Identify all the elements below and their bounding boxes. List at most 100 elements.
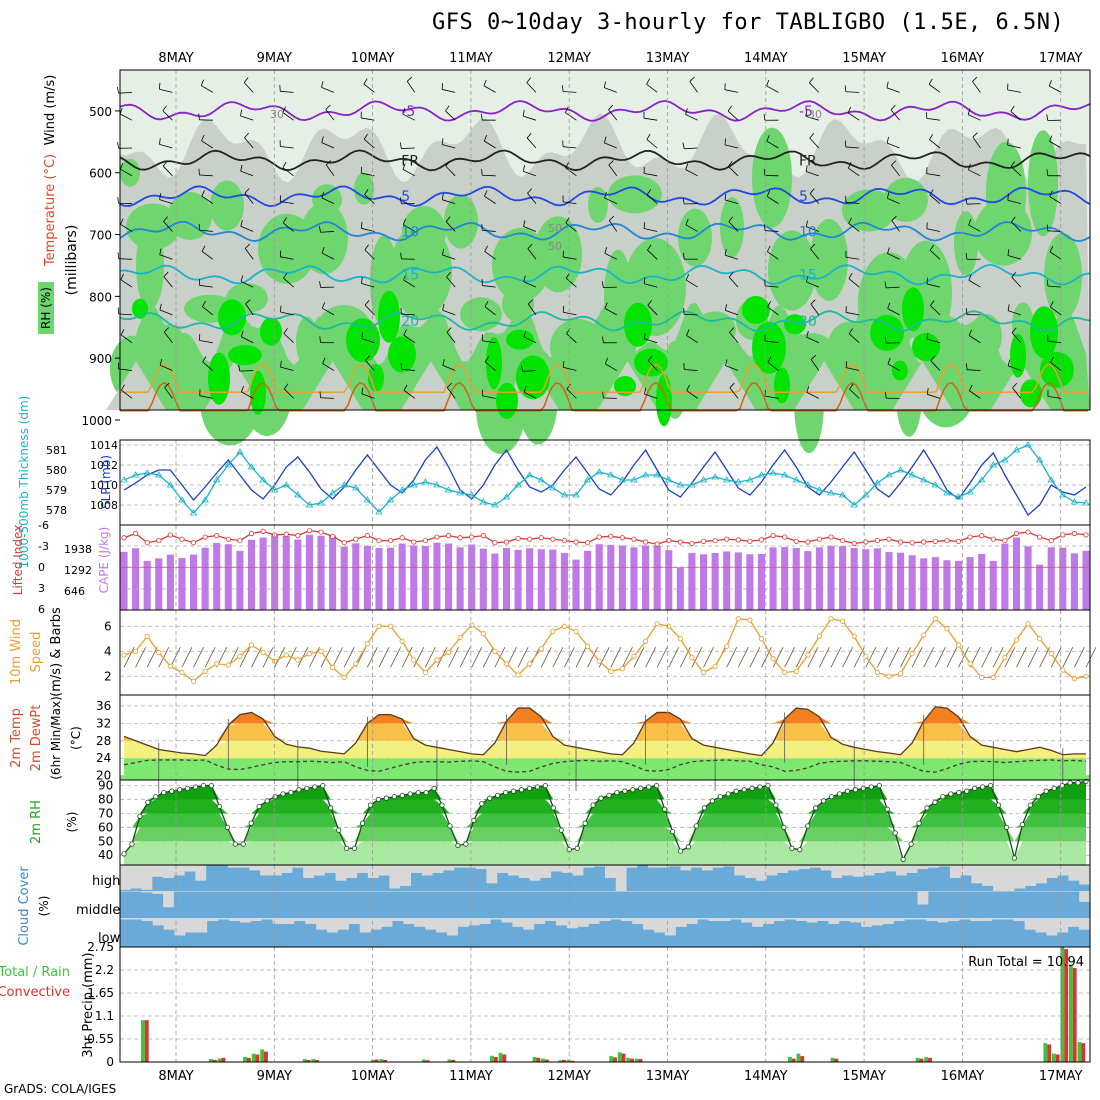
- wind-barb: [360, 221, 375, 232]
- cloud-clear-middle: [421, 891, 434, 892]
- wind-barb-flag: [766, 79, 770, 87]
- wind-barb: [884, 281, 900, 289]
- rh-bright-blob: [250, 370, 266, 415]
- wind-barb-staff: [280, 90, 294, 93]
- cloud-clear-low: [370, 918, 383, 930]
- wind-barb: [646, 133, 658, 149]
- cloud-clear-low: [436, 918, 448, 933]
- cloud-bar-middle: [389, 891, 401, 918]
- thickness-point: [166, 481, 175, 488]
- wind-speed-point: [979, 674, 985, 681]
- cloud-clear-middle: [863, 891, 875, 892]
- cloud-clear-low: [294, 918, 306, 921]
- wind-barb-flag: [887, 302, 891, 309]
- thickness-point: [699, 476, 708, 483]
- cloud-bar-middle: [583, 891, 595, 918]
- thickness-point: [989, 461, 997, 468]
- wind-barb-staff: [485, 361, 496, 371]
- thickness-point: [618, 476, 627, 483]
- wind-barb: [601, 281, 617, 289]
- cloud-clear-middle: [518, 891, 531, 892]
- wind-barb-flag: [562, 85, 564, 92]
- rh-gray-hump: [794, 361, 855, 410]
- surface-wind-barb: [135, 647, 146, 668]
- cloud-clear-low: [1068, 918, 1080, 927]
- wind-speed-point: [585, 643, 591, 649]
- cloud-bar-high: [346, 878, 358, 891]
- cloud-bar-middle: [626, 891, 638, 918]
- wind-barb-staff: [442, 254, 456, 260]
- surface-isotherm: [120, 363, 1088, 393]
- wind-barb-flag: [159, 358, 163, 366]
- ytick-right-label: 1014: [90, 439, 118, 452]
- cloud-bar-high: [217, 865, 229, 891]
- wind-barb: [117, 197, 133, 205]
- ytick-label: 70: [98, 806, 113, 820]
- wind-barb: [891, 160, 900, 177]
- wind-barb: [1050, 356, 1062, 371]
- wind-barb: [481, 279, 496, 288]
- ytick-label: 32: [96, 716, 111, 730]
- cape-bar: [375, 547, 383, 610]
- cloud-bar-low: [752, 926, 764, 947]
- wind-barb-staff: [240, 115, 254, 121]
- wind-barb-staff: [848, 167, 860, 177]
- lifted-index-point: [828, 534, 834, 540]
- wind-barb-flag: [604, 247, 608, 254]
- text-layer: 8MAY8MAY9MAY9MAY10MAY10MAY11MAY11MAY12MA…: [0, 51, 1084, 1084]
- wind-speed-point: [619, 666, 625, 672]
- isotherm-label: 20: [799, 314, 817, 330]
- cloud-clear-high: [561, 865, 574, 873]
- wind-barb: [1049, 245, 1062, 260]
- rh2m-point: [892, 830, 898, 836]
- wind-barb-flag: [682, 252, 685, 260]
- wind-barb: [484, 245, 496, 260]
- wind-barb-staff: [849, 388, 860, 399]
- surface-wind-barb: [726, 647, 738, 668]
- lifted-index-point: [932, 538, 938, 544]
- wind-barb-flag: [764, 389, 766, 397]
- wind-barb-staff: [280, 146, 294, 149]
- wind-barb-staff: [402, 113, 415, 121]
- wind-barb-staff: [526, 82, 537, 93]
- wind-barb-staff: [199, 284, 213, 288]
- wind-barb: [1007, 193, 1021, 205]
- rh2m-point: [646, 784, 652, 790]
- wind-barb: [446, 327, 456, 343]
- wind-barb-staff: [241, 336, 254, 344]
- rh2m-point: [129, 841, 135, 847]
- wind-barb-staff: [764, 175, 779, 177]
- thickness-point: [468, 491, 476, 498]
- wind-barb: [238, 364, 254, 372]
- cloud-bar-high: [400, 885, 412, 891]
- cloud-clear-high: [152, 865, 164, 877]
- wind-barb-flag: [322, 357, 326, 364]
- rh2m-point: [153, 794, 159, 800]
- wind-barb-staff: [765, 340, 779, 344]
- cloud-clear-middle: [1036, 891, 1048, 892]
- rh-green-blob: [752, 127, 792, 228]
- precip-total-bar: [1043, 1043, 1048, 1062]
- wind-barb-staff: [523, 281, 537, 288]
- wind-barb-flag: [120, 218, 124, 225]
- lifted-index-point: [1083, 532, 1089, 538]
- wind-barb-flag: [159, 303, 162, 311]
- wind-barb-flag: [319, 391, 321, 398]
- wind-barb-staff: [1007, 255, 1021, 260]
- isotherm-label: 10: [799, 224, 817, 240]
- wind-barb: [480, 113, 496, 121]
- wind-speed-point: [863, 653, 869, 659]
- wind-barb-flag: [406, 76, 413, 82]
- cloud-clear-high: [702, 865, 714, 871]
- cloud-clear-low: [1035, 918, 1047, 933]
- wind-barb-staff: [320, 342, 335, 344]
- wind-barb-staff: [365, 360, 375, 371]
- cloud-bar-high: [1014, 888, 1026, 891]
- wind-barb: [200, 79, 214, 93]
- wind-barb: [1049, 135, 1062, 149]
- cloud-bar-low: [141, 920, 154, 947]
- wind-barb-flag: [1050, 356, 1055, 363]
- wind-barb-staff: [604, 197, 617, 205]
- wind-barb-flag: [646, 189, 651, 195]
- cloud-bar-low: [294, 920, 306, 947]
